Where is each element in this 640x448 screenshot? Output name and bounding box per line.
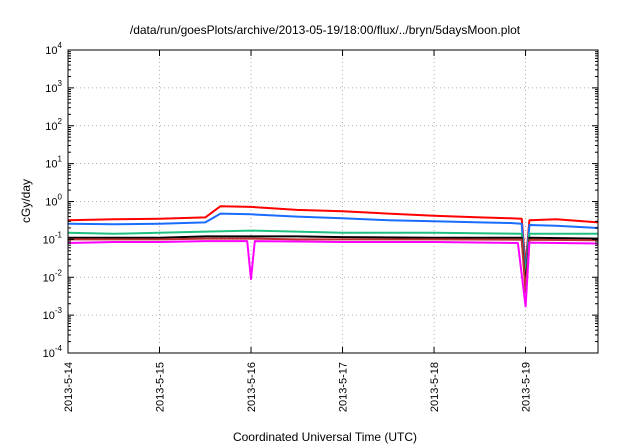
x-tick-label: 2013-5-19: [521, 362, 533, 412]
y-tick-label: 100: [45, 193, 62, 209]
y-tick-label: 101: [45, 155, 62, 171]
series-group: [67, 205, 599, 308]
x-tick-label: 2013-5-15: [155, 362, 167, 412]
y-tick-label: 103: [45, 79, 62, 95]
y-axis: 10-4 10-3 10-2 10-1 100 101 102 103 104: [43, 41, 598, 360]
x-tick-label: 2013-5-17: [338, 362, 350, 412]
x-tick-label: 2013-5-18: [429, 362, 441, 412]
y-tick-label: 102: [45, 117, 62, 133]
grid: [67, 50, 598, 353]
y-tick-label: 10-3: [43, 306, 63, 322]
y-tick-label: 104: [45, 41, 62, 57]
series-line-6: [67, 240, 599, 308]
x-tick-label: 2013-5-14: [63, 362, 75, 412]
x-tick-label: 2013-5-16: [246, 362, 258, 412]
y-axis-label: cGy/day: [19, 179, 33, 223]
x-axis: 2013-5-14 2013-5-15 2013-5-16 2013-5-17 2013…: [63, 50, 533, 412]
y-tick-label: 10-4: [43, 344, 63, 360]
chart-title: /data/run/goesPlots/archive/2013-05-19/1…: [130, 23, 521, 37]
x-axis-label: Coordinated Universal Time (UTC): [233, 430, 417, 444]
y-tick-label: 10-1: [43, 230, 63, 246]
y-tick-label: 10-2: [43, 268, 63, 284]
